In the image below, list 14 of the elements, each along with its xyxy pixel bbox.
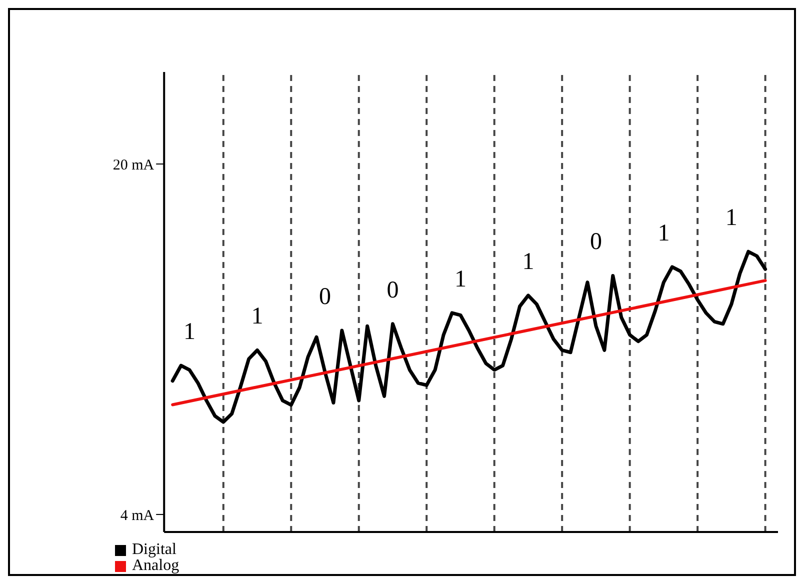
annotation: 0 [386, 277, 399, 304]
annotation: 1 [184, 318, 196, 345]
line-series [170, 250, 768, 424]
annotation: 1 [251, 304, 264, 330]
annotation: 0 [318, 284, 331, 310]
annotation: 0 [590, 229, 602, 256]
legend-label: Digital [132, 541, 176, 558]
annotation: 1 [725, 205, 738, 232]
legend-label: Analog [132, 557, 180, 574]
annotation: 1 [658, 220, 670, 246]
annotation: 1 [454, 266, 466, 292]
y-tick-label: 20 mA [112, 157, 154, 174]
y-tick-label: 4 mA [120, 508, 154, 524]
annotation: 1 [522, 248, 534, 275]
